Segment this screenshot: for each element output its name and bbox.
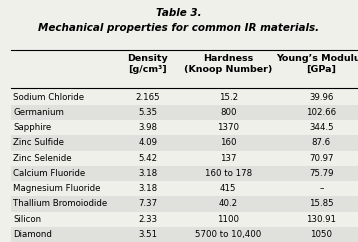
Text: 3.98: 3.98 bbox=[138, 123, 157, 132]
Text: 3.18: 3.18 bbox=[138, 169, 157, 178]
Text: Sodium Chloride: Sodium Chloride bbox=[13, 93, 84, 102]
Bar bbox=[11, 135, 358, 151]
Bar bbox=[11, 166, 358, 181]
Text: Sapphire: Sapphire bbox=[13, 123, 52, 132]
Text: 1370: 1370 bbox=[217, 123, 239, 132]
Text: 1100: 1100 bbox=[217, 215, 239, 224]
Text: Table 3.: Table 3. bbox=[156, 8, 202, 18]
Text: 40.2: 40.2 bbox=[219, 199, 238, 208]
Text: 5.42: 5.42 bbox=[138, 154, 157, 163]
Bar bbox=[11, 105, 358, 120]
Text: 160 to 178: 160 to 178 bbox=[205, 169, 252, 178]
Text: 3.51: 3.51 bbox=[138, 230, 157, 239]
Text: 102.66: 102.66 bbox=[306, 108, 337, 117]
Text: Density
[g/cm³]: Density [g/cm³] bbox=[127, 54, 168, 74]
Text: Zinc Selenide: Zinc Selenide bbox=[13, 154, 72, 163]
Text: 2.165: 2.165 bbox=[135, 93, 160, 102]
Text: 160: 160 bbox=[220, 138, 237, 147]
Text: 5.35: 5.35 bbox=[138, 108, 157, 117]
Text: Magnesium Fluoride: Magnesium Fluoride bbox=[13, 184, 101, 193]
Text: Thallium Bromoiodide: Thallium Bromoiodide bbox=[13, 199, 107, 208]
Text: 344.5: 344.5 bbox=[309, 123, 334, 132]
Text: 15.85: 15.85 bbox=[309, 199, 334, 208]
Text: 87.6: 87.6 bbox=[312, 138, 331, 147]
Text: Silicon: Silicon bbox=[13, 215, 42, 224]
Text: 800: 800 bbox=[220, 108, 237, 117]
Text: 415: 415 bbox=[220, 184, 237, 193]
Text: 4.09: 4.09 bbox=[138, 138, 157, 147]
Text: Zinc Sulfide: Zinc Sulfide bbox=[13, 138, 64, 147]
Text: 3.18: 3.18 bbox=[138, 184, 157, 193]
Text: Young’s Modulus
[GPa]: Young’s Modulus [GPa] bbox=[276, 54, 358, 74]
Text: Calcium Fluoride: Calcium Fluoride bbox=[13, 169, 86, 178]
Text: 7.37: 7.37 bbox=[138, 199, 157, 208]
Text: –: – bbox=[319, 184, 324, 193]
Text: Hardness
(Knoop Number): Hardness (Knoop Number) bbox=[184, 54, 272, 74]
Text: Diamond: Diamond bbox=[13, 230, 52, 239]
Text: Germanium: Germanium bbox=[13, 108, 64, 117]
Bar bbox=[11, 196, 358, 212]
Text: Mechanical properties for common IR materials.: Mechanical properties for common IR mate… bbox=[38, 23, 320, 33]
Text: 5700 to 10,400: 5700 to 10,400 bbox=[195, 230, 261, 239]
Text: 70.97: 70.97 bbox=[309, 154, 334, 163]
Text: 137: 137 bbox=[220, 154, 237, 163]
Text: 130.91: 130.91 bbox=[306, 215, 336, 224]
Bar bbox=[11, 227, 358, 242]
Text: 75.79: 75.79 bbox=[309, 169, 334, 178]
Text: 39.96: 39.96 bbox=[309, 93, 334, 102]
Text: 2.33: 2.33 bbox=[138, 215, 157, 224]
Text: 1050: 1050 bbox=[310, 230, 332, 239]
Text: 15.2: 15.2 bbox=[219, 93, 238, 102]
